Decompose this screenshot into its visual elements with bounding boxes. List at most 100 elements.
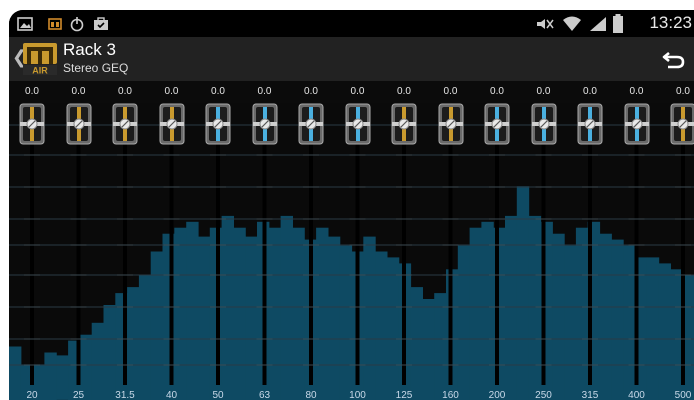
amp-app-icon	[48, 18, 62, 30]
spectrum-bar	[44, 352, 57, 400]
fader-track	[262, 117, 267, 385]
band-frequency-label: 63	[258, 390, 271, 400]
band-gain-value: 0.0	[397, 86, 411, 97]
spectrum-bar	[375, 251, 388, 400]
band-frequency-label: 80	[305, 390, 317, 400]
air-logo: AIR	[23, 43, 57, 75]
spectrum-bar	[516, 186, 530, 400]
fader-knob[interactable]	[298, 103, 324, 145]
fader-knob[interactable]	[159, 103, 185, 145]
spectrum-bar	[623, 245, 636, 400]
page-title: Rack 3	[63, 40, 116, 59]
gallery-icon	[17, 17, 33, 31]
fader-knob[interactable]	[19, 103, 45, 145]
band-gain-value: 0.0	[583, 86, 597, 97]
band-gain-value: 0.0	[118, 86, 132, 97]
spectrum-bar	[469, 227, 482, 400]
spectrum-bar	[316, 227, 329, 400]
app-header: ❮ AIR Rack 3 Stereo GEQ	[9, 37, 694, 81]
fader-knob[interactable]	[531, 103, 557, 145]
device-screen: 13:23 ❮ AIR Rack 3 Stereo GEQ 0.0 0.0 0.0 0…	[9, 10, 694, 400]
fader-knob[interactable]	[252, 103, 278, 145]
spectrum-bar	[221, 215, 234, 400]
spectrum-bar	[363, 236, 376, 400]
fader-track	[355, 117, 360, 385]
band-frequency-label: 250	[535, 390, 552, 400]
fader-track	[216, 117, 220, 385]
spectrum-bar	[528, 215, 542, 400]
band-gain-value: 0.0	[443, 86, 458, 97]
spectrum-bar	[658, 263, 671, 400]
band-gain-value: 0.0	[490, 86, 504, 97]
fader-track	[681, 117, 685, 385]
band-frequency-label: 315	[581, 390, 599, 400]
spectrum-bar	[280, 215, 293, 400]
logo-text: AIR	[32, 66, 48, 76]
band-frequency-label: 500	[674, 390, 692, 400]
band-gain-value: 0.0	[211, 86, 225, 97]
power-icon	[70, 17, 84, 32]
battery-icon	[613, 14, 623, 33]
band-frequency-label: 200	[488, 390, 506, 400]
spectrum-bar	[552, 233, 565, 400]
band-gain-value: 0.0	[629, 86, 644, 97]
briefcase-icon	[94, 17, 108, 30]
spectrum-bar	[79, 334, 93, 400]
fader-track	[76, 117, 81, 385]
fader-knob[interactable]	[484, 103, 510, 145]
spectrum-bar	[457, 245, 471, 400]
band-gain-value: 0.0	[304, 86, 318, 97]
band-frequency-label: 160	[442, 390, 459, 400]
fader-track	[588, 117, 592, 385]
status-bar: 13:23	[9, 10, 694, 37]
spectrum-bar	[233, 227, 246, 400]
band-gain-value: 0.0	[164, 86, 179, 97]
band-frequency-label: 100	[349, 390, 366, 400]
eq-panel: 20 25 31.5 40 50 63 80 100 125 160 200 250 315 400 500	[9, 103, 694, 400]
fader-knob[interactable]	[670, 103, 694, 145]
spectrum-bar	[327, 236, 341, 400]
fader-knob[interactable]	[391, 103, 417, 145]
band-gain-value: 0.0	[676, 86, 690, 97]
fader-track	[123, 117, 127, 385]
band-frequency-label: 25	[72, 390, 85, 400]
spectrum-bar	[56, 355, 69, 400]
spectrum-bar	[127, 287, 140, 400]
fader-track	[541, 117, 546, 385]
eq-spectrum-canvas	[9, 117, 694, 400]
band-frequency-label: 400	[628, 390, 645, 400]
band-frequency-label: 40	[165, 390, 178, 400]
fader-knob[interactable]	[345, 103, 371, 145]
band-gain-value: 0.0	[71, 86, 86, 97]
spectrum-bar	[599, 233, 612, 400]
spectrum-bar	[150, 251, 164, 400]
spectrum-bar	[575, 227, 589, 400]
spectrum-bar	[481, 221, 494, 400]
spectrum-bar	[103, 305, 116, 400]
spectrum-bar	[186, 221, 199, 400]
fader-track	[309, 117, 313, 385]
fader-knob[interactable]	[438, 103, 464, 145]
spectrum-bar	[646, 257, 660, 400]
fader-track	[402, 117, 406, 385]
spectrum-bar	[386, 257, 400, 400]
spectrum-bar	[32, 364, 45, 400]
fader-knob[interactable]	[66, 103, 92, 145]
spectrum-bar	[91, 322, 105, 400]
band-gain-value: 0.0	[257, 86, 272, 97]
fader-knob[interactable]	[112, 103, 138, 145]
band-frequency-label: 50	[212, 390, 224, 400]
spectrum-bar	[505, 215, 518, 400]
fader-track	[634, 117, 639, 385]
spectrum-bar	[138, 275, 152, 400]
fader-track	[448, 117, 453, 385]
fader-knob[interactable]	[205, 103, 231, 145]
spectrum-bar	[174, 227, 187, 400]
spectrum-bar	[670, 269, 683, 400]
band-frequency-label: 31.5	[115, 390, 135, 400]
mute-icon	[537, 19, 554, 29]
undo-icon[interactable]	[662, 47, 686, 71]
fader-knob[interactable]	[577, 103, 603, 145]
fader-knob[interactable]	[624, 103, 650, 145]
spectrum-bar	[611, 239, 624, 400]
